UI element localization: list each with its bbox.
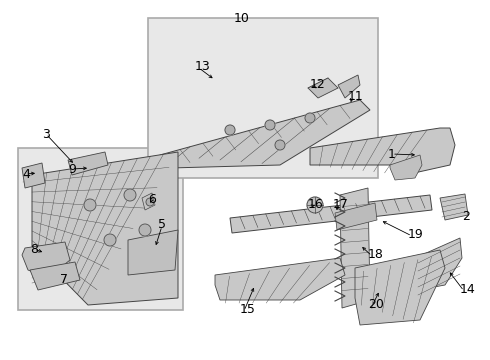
Text: 9: 9 [68,163,76,176]
Text: 5: 5 [158,218,166,231]
Polygon shape [440,194,468,220]
Text: 18: 18 [368,248,384,261]
Text: 12: 12 [310,78,326,91]
Polygon shape [308,78,338,98]
Text: 10: 10 [234,12,250,25]
Polygon shape [415,238,462,290]
Polygon shape [30,262,80,290]
Text: 20: 20 [368,298,384,311]
Text: 2: 2 [462,210,470,223]
Circle shape [225,125,235,135]
Polygon shape [160,100,370,168]
Circle shape [307,197,323,213]
Polygon shape [310,128,455,175]
Polygon shape [230,195,432,233]
Circle shape [305,113,315,123]
Polygon shape [355,250,445,325]
Polygon shape [338,75,360,98]
Circle shape [124,189,136,201]
Text: 13: 13 [195,60,211,73]
Text: 19: 19 [408,228,424,241]
Text: 6: 6 [148,193,156,206]
Polygon shape [142,193,155,210]
Polygon shape [128,230,178,275]
Bar [148,18,378,178]
Circle shape [146,198,154,206]
Text: 1: 1 [388,148,396,161]
Text: 15: 15 [240,303,256,316]
Circle shape [139,224,151,236]
Text: 16: 16 [308,198,324,211]
Polygon shape [340,188,370,308]
Polygon shape [68,152,108,175]
Polygon shape [390,155,422,180]
Text: 3: 3 [42,128,50,141]
Polygon shape [22,163,45,188]
Text: 4: 4 [22,168,30,181]
Polygon shape [32,152,178,305]
Text: 8: 8 [30,243,38,256]
Text: 7: 7 [60,273,68,286]
Circle shape [275,140,285,150]
Circle shape [104,234,116,246]
Circle shape [84,199,96,211]
Text: 17: 17 [333,198,349,211]
Circle shape [265,120,275,130]
Text: 11: 11 [348,90,364,103]
Polygon shape [215,258,345,300]
Polygon shape [335,203,377,230]
Text: 14: 14 [460,283,476,296]
Polygon shape [22,242,70,278]
Bar [18,148,183,310]
